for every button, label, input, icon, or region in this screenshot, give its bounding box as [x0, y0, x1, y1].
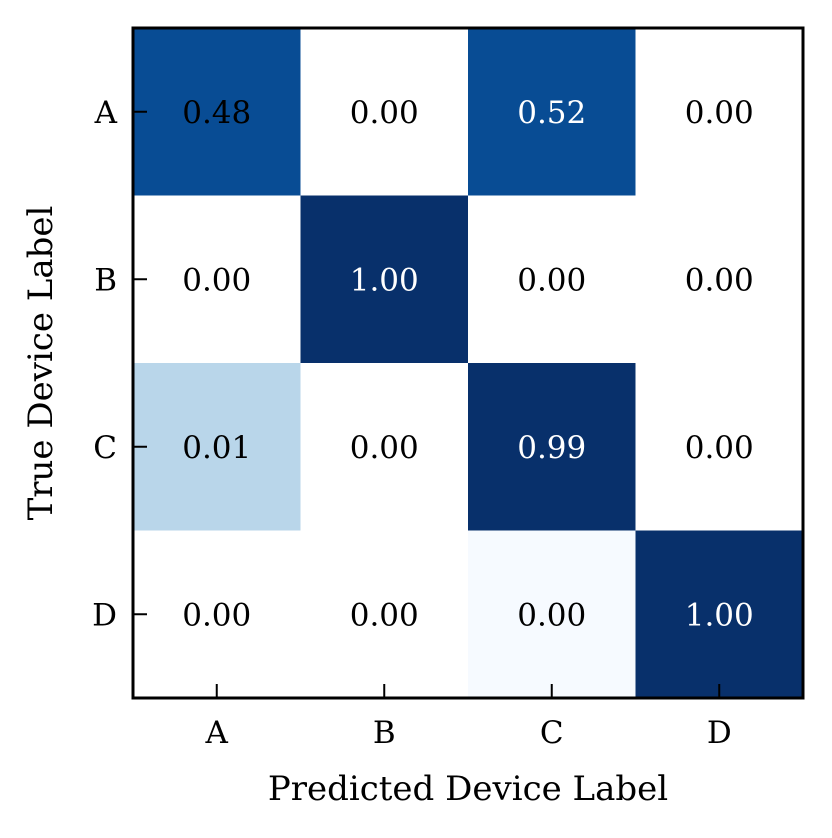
- y-tick-label: A: [94, 95, 118, 131]
- cell-value-label: 0.48: [182, 95, 251, 131]
- heatmap-cell-D-B: [300, 530, 469, 699]
- cell-value-labels: 0.48 0.00 0.52 0.00 0.00 1.00 0.00 0.00 0.01 0.00…: [182, 95, 754, 634]
- cell-value-label: 0.00: [685, 262, 754, 298]
- cell-value-label: 0.00: [182, 262, 251, 298]
- heatmap-cell-B-B: [300, 195, 469, 364]
- heatmap-cell-A-B: [300, 28, 469, 196]
- heatmap-cell-D-A: [133, 530, 301, 699]
- cell-value-label: 0.00: [685, 430, 754, 466]
- heatmap-cell-C-C: [468, 363, 636, 531]
- cell-value-label: 0.00: [350, 430, 419, 466]
- heatmap-cell-B-A: [133, 195, 301, 364]
- heatmap-cell-C-A: [133, 363, 301, 531]
- cell-value-label: 0.00: [517, 262, 586, 298]
- cell-value-label: 0.99: [517, 430, 586, 466]
- x-tick-label: D: [707, 715, 732, 751]
- x-tick-label: B: [373, 715, 396, 751]
- cell-value-label: 1.00: [350, 262, 419, 298]
- cell-value-label: 0.52: [517, 95, 586, 131]
- heatmap-cell-B-C: [468, 195, 636, 364]
- y-axis-title: True Device Label: [21, 206, 61, 521]
- heatmap-cell-A-A: [133, 28, 301, 196]
- heatmap-cell-C-B: [300, 363, 469, 531]
- plot-frame: [131, 26, 805, 700]
- heatmap-cell-C-D: [635, 363, 804, 531]
- x-tick-label: A: [205, 715, 229, 751]
- cell-value-label: 0.01: [182, 430, 251, 466]
- heatmap-cell-A-C: [468, 28, 636, 196]
- x-axis-title: Predicted Device Label: [268, 769, 668, 809]
- heatmap-cells: [133, 28, 804, 699]
- cell-value-label: 0.00: [517, 597, 586, 633]
- heatmap-cell-D-D: [635, 530, 804, 699]
- y-tick-label: B: [94, 262, 117, 298]
- y-tick-label: C: [93, 430, 117, 466]
- heatmap-cell-D-C: [468, 530, 636, 699]
- y-tick-label: D: [92, 597, 117, 633]
- axis-ticks: A B C D A B C D: [92, 95, 732, 751]
- cell-value-label: 1.00: [685, 597, 754, 633]
- cell-value-label: 0.00: [350, 95, 419, 131]
- x-tick-label: C: [540, 715, 564, 751]
- cell-value-label: 0.00: [350, 597, 419, 633]
- heatmap-cell-B-D: [635, 195, 804, 364]
- cell-value-label: 0.00: [182, 597, 251, 633]
- heatmap-cell-A-D: [635, 28, 804, 196]
- cell-value-label: 0.00: [685, 95, 754, 131]
